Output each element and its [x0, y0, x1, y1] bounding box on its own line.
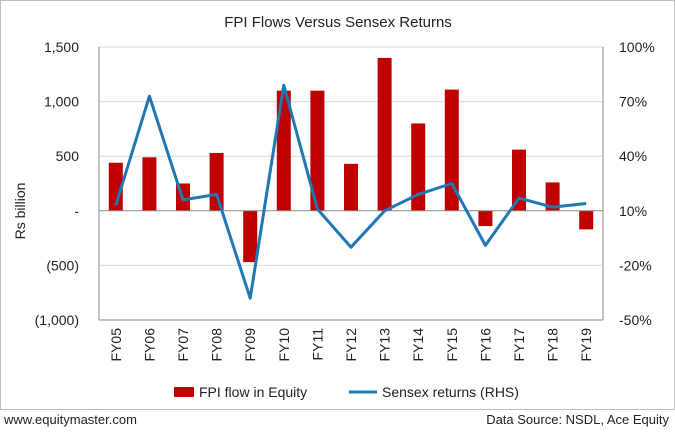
chart-title: FPI Flows Versus Sensex Returns: [224, 14, 452, 31]
y2-tick-label: -50%: [619, 312, 652, 328]
x-tick-label: FY10: [276, 328, 292, 362]
x-tick-label: FY19: [578, 328, 594, 362]
y-tick-label: (500): [46, 257, 79, 273]
bar: [243, 210, 258, 263]
bar: [579, 210, 594, 230]
legend-bar-swatch: [174, 387, 194, 397]
x-tick-label: FY11: [309, 328, 325, 361]
x-tick-label: FY08: [209, 328, 225, 362]
x-tick-label: FY06: [141, 328, 157, 362]
footer-source: Data Source: NSDL, Ace Equity: [486, 412, 669, 427]
y-axis-label: Rs billion: [12, 183, 28, 240]
x-tick-label: FY16: [477, 328, 493, 362]
line-series: [114, 83, 587, 300]
y2-tick-label: 40%: [619, 148, 647, 164]
y-tick-label: 1,000: [44, 94, 79, 110]
bar: [478, 210, 493, 227]
x-tick-label: FY09: [242, 328, 258, 362]
y2-tick-label: 100%: [619, 39, 655, 55]
legend-bar-label: FPI flow in Equity: [199, 384, 307, 400]
bar: [344, 163, 358, 211]
x-tick-label: FY05: [108, 328, 124, 362]
x-tick-label: FY15: [444, 328, 460, 362]
chart-frame: FPI Flows Versus Sensex Returns Rs billi…: [0, 0, 675, 410]
bar: [377, 57, 392, 211]
bar: [142, 157, 157, 211]
x-tick-label: FY17: [511, 328, 527, 362]
bar: [545, 182, 560, 211]
x-tick-label: FY07: [175, 328, 191, 362]
chart-svg: FPI Flows Versus Sensex Returns Rs billi…: [12, 14, 655, 400]
bar: [209, 152, 224, 211]
y-tick-label: (1,000): [35, 312, 79, 328]
y2-tick-label: 70%: [619, 94, 647, 110]
x-tick-label: FY12: [343, 328, 359, 362]
y-tick-label: 500: [56, 148, 80, 164]
x-tick-label: FY18: [545, 328, 561, 362]
legend: FPI flow in Equity Sensex returns (RHS): [174, 384, 519, 400]
tick-labels: (1,000) (500) - 500 1,000 1,500 -50% -20% 10% 40%…: [35, 39, 655, 361]
y2-tick-label: 10%: [619, 203, 647, 219]
legend-line-label: Sensex returns (RHS): [382, 384, 519, 400]
y2-tick-label: -20%: [619, 257, 652, 273]
y-tick-label: -: [74, 203, 79, 219]
bar: [276, 90, 291, 211]
y-tick-label: 1,500: [44, 39, 79, 55]
bar: [444, 89, 459, 211]
bar: [512, 149, 526, 211]
bar: [310, 90, 325, 211]
bar: [411, 123, 426, 211]
axes: [98, 47, 604, 321]
bar-series: [108, 57, 594, 263]
x-tick-label: FY14: [410, 328, 426, 362]
footer-website: www.equitymaster.com: [4, 412, 137, 427]
returns-line: [114, 83, 587, 300]
x-tick-label: FY13: [377, 328, 393, 362]
